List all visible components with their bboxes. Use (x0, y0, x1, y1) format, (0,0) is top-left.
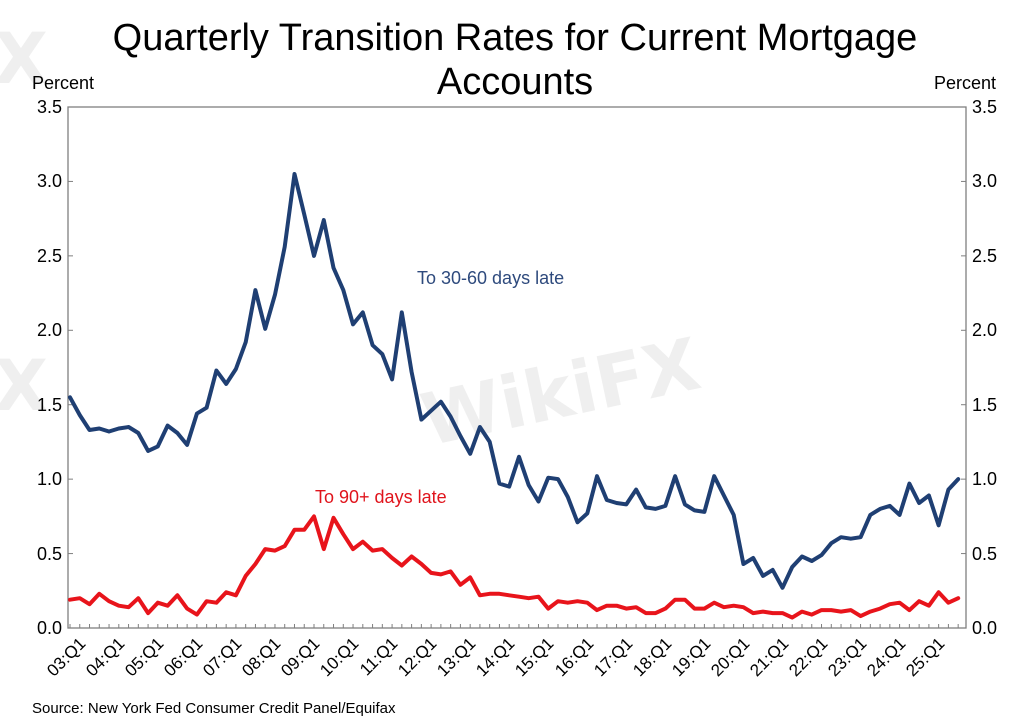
y-axis-right-label: Percent (934, 73, 997, 93)
chart-title-line-1: Quarterly Transition Rates for Current M… (112, 17, 918, 59)
y-tick-label: 0.5 (36, 543, 62, 564)
y-axis-left-label: Percent (32, 73, 95, 93)
source-note: Source: New York Fed Consumer Credit Pan… (32, 700, 396, 717)
y-tick-label: 3.0 (36, 171, 62, 192)
series-line-90-plus (68, 514, 961, 620)
y-tick-label: 1.0 (36, 469, 62, 490)
series-label-90-plus: To 90+ days late (315, 487, 447, 507)
y-tick-label: 3.0 (972, 171, 998, 192)
y-tick-label: 1.5 (972, 394, 998, 415)
y-tick-label: 2.5 (972, 245, 998, 266)
y-tick-label: 2.0 (972, 320, 998, 341)
y-tick-label: 0.5 (972, 543, 998, 564)
chart-title: Quarterly Transition Rates for Current M… (0, 16, 1030, 104)
series-line-30-60 (68, 172, 961, 590)
y-tick-label: 0.0 (36, 618, 62, 638)
y-tick-label: 1.0 (972, 469, 998, 490)
series-lines (68, 172, 961, 620)
y-tick-label: 2.0 (36, 320, 62, 341)
y-tick-label: 3.5 (972, 97, 998, 117)
y-tick-label: 2.5 (36, 245, 62, 266)
plot-frame (67, 106, 967, 629)
y-tick-label: 1.5 (36, 394, 62, 415)
y-tick-label: 0.0 (972, 618, 998, 638)
chart-title-line-2: Accounts (436, 61, 594, 103)
y-tick-label: 3.5 (36, 97, 62, 117)
series-label-30-60: To 30-60 days late (417, 268, 565, 288)
